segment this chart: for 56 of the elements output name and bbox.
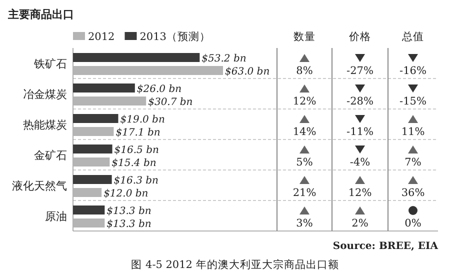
text: 8%: [296, 65, 313, 77]
data-label: $26.0 bn: [136, 84, 182, 95]
text: -11%: [346, 126, 374, 138]
text: 12%: [292, 96, 316, 108]
text: 36%: [401, 187, 425, 199]
text: -28%: [346, 96, 374, 108]
category-label: 数量: [294, 31, 316, 43]
text: -4%: [350, 156, 370, 168]
chart-title: 主要商品出口: [7, 8, 74, 21]
text: 14%: [292, 126, 316, 138]
data-label: $19.0 bn: [120, 114, 165, 126]
bar: [73, 144, 112, 154]
bar: [73, 127, 114, 136]
data-label: $16.5 bn: [114, 145, 159, 156]
y-tick-label: 铁矿石: [33, 57, 67, 70]
text: 3%: [296, 218, 313, 230]
y-tick-label: 金矿石: [34, 148, 67, 162]
data-label: $15.4 bn: [112, 158, 156, 169]
bar: [73, 218, 105, 228]
text: 21%: [292, 187, 316, 199]
text: -16%: [400, 65, 426, 77]
text: 2%: [352, 218, 368, 230]
bar: [73, 84, 135, 92]
y-tick-label: 液化天然气: [12, 179, 67, 192]
text: 11%: [401, 126, 425, 138]
bar: [73, 66, 223, 75]
text: 12%: [348, 187, 372, 199]
data-label: $30.7 bn: [148, 97, 193, 108]
y-tick-label: 冶金煤炭: [23, 88, 67, 101]
legend-label: 2012: [88, 31, 115, 43]
text: 0%: [404, 218, 422, 230]
bar: [73, 53, 200, 62]
data-label: $63.0 bn: [225, 66, 270, 78]
bar: [73, 188, 102, 197]
bar: [73, 175, 112, 184]
data-label: $12.0 bn: [104, 188, 148, 200]
y-tick-label: 热能煤炭: [23, 118, 67, 132]
data-label: $17.1 bn: [116, 128, 160, 138]
text: 7%: [404, 156, 422, 168]
data-label: $16.3 bn: [114, 176, 158, 186]
text: 5%: [296, 156, 313, 168]
text: -15%: [400, 96, 426, 108]
category-label: 总值: [401, 30, 424, 43]
bar: [73, 206, 105, 214]
data-label: $53.2 bn: [202, 54, 246, 64]
caption: 图 4-5 2012 年的澳大利亚大宗商品出口额: [131, 258, 339, 271]
category-label: 价格: [348, 31, 371, 43]
y-tick-label: 原油: [45, 210, 67, 223]
bar: [73, 96, 146, 106]
legend-label: 2013（预测）: [140, 31, 210, 43]
bar: [73, 114, 118, 123]
source-note: Source: BREE, EIA: [332, 241, 438, 252]
data-label: $13.3 bn: [106, 219, 152, 230]
bar: [73, 158, 110, 166]
data-label: $13.3 bn: [106, 206, 152, 217]
text: -27%: [346, 65, 374, 77]
